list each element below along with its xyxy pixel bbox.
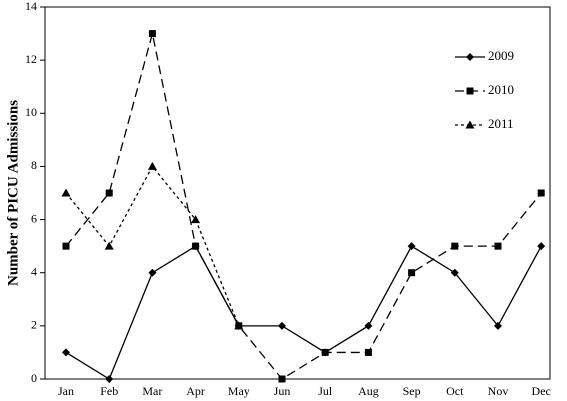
marker (62, 242, 70, 250)
y-tick-label: 2 (31, 318, 37, 332)
marker (104, 241, 114, 250)
marker (148, 268, 157, 277)
marker (148, 30, 156, 38)
y-tick-label: 4 (31, 264, 37, 278)
series-line (65, 33, 542, 380)
y-tick-label: 12 (25, 52, 37, 66)
marker (321, 348, 329, 356)
legend-label: 2009 (488, 48, 514, 63)
marker (451, 242, 459, 250)
y-tick-label: 0 (31, 371, 37, 385)
marker (407, 242, 416, 251)
x-tick-label: Jul (318, 384, 333, 398)
marker (494, 321, 502, 330)
marker (61, 188, 71, 197)
marker (494, 242, 502, 250)
marker (234, 321, 244, 330)
x-tick-label: Nov (488, 384, 509, 398)
x-tick-label: Mar (142, 384, 162, 398)
x-tick-label: Sep (403, 384, 421, 398)
y-tick-label: 14 (25, 0, 37, 13)
marker (278, 375, 286, 383)
y-tick-label: 8 (31, 158, 37, 172)
series-line (65, 165, 240, 327)
marker (466, 53, 474, 61)
marker (62, 348, 70, 357)
marker (192, 242, 200, 250)
marker (450, 268, 459, 277)
x-tick-label: Jun (274, 384, 291, 398)
marker (364, 321, 373, 330)
x-tick-label: Aug (358, 384, 379, 398)
series-line (65, 245, 542, 380)
marker (278, 321, 286, 330)
y-tick-label: 6 (31, 211, 37, 225)
marker (147, 161, 157, 170)
legend-label: 2011 (488, 116, 514, 131)
marker (105, 189, 113, 197)
y-tick-label: 10 (25, 105, 37, 119)
marker (465, 120, 475, 129)
marker (364, 348, 372, 356)
marker (537, 189, 545, 197)
x-tick-label: Dec (532, 384, 551, 398)
marker (537, 242, 546, 251)
x-tick-label: May (228, 384, 250, 398)
x-tick-label: Apr (186, 384, 205, 398)
legend-label: 2010 (488, 82, 514, 97)
marker (408, 269, 416, 277)
x-tick-label: Feb (100, 384, 118, 398)
marker (105, 375, 114, 383)
marker (191, 215, 201, 224)
x-tick-label: Jan (58, 384, 74, 398)
x-tick-label: Oct (446, 384, 464, 398)
y-axis-label: Number of PICU Admissions (5, 100, 21, 286)
plot-frame (44, 6, 551, 380)
marker (466, 87, 474, 95)
